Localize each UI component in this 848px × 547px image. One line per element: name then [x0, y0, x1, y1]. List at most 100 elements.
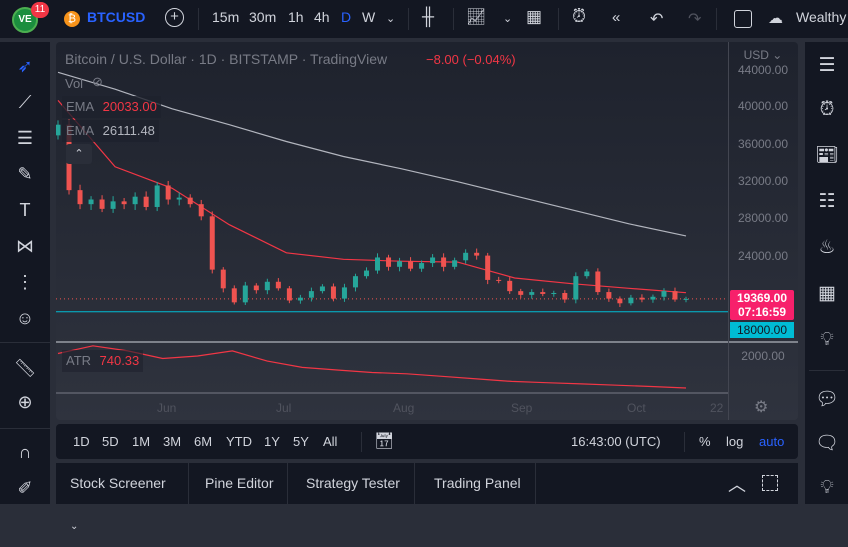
- chart-pane[interactable]: Bitcoin / U.S. Dollar · 1D · BITSTAMP · …: [56, 42, 798, 420]
- interval-w[interactable]: W: [362, 9, 376, 25]
- chats-icon[interactable]: 💬︎: [814, 389, 840, 410]
- candle-body: [540, 292, 546, 294]
- time-tick-sep: Sep: [511, 401, 533, 415]
- text-icon[interactable]: T: [19, 200, 31, 220]
- candle-body: [165, 185, 171, 200]
- pattern-icon[interactable]: ⋈: [16, 236, 34, 256]
- tab-strategy-tester[interactable]: Strategy Tester: [292, 463, 415, 504]
- cloud-icon[interactable]: ☁︎: [768, 10, 783, 27]
- chevron-down-icon: ⌄: [70, 521, 79, 532]
- tab-pine-editor[interactable]: Pine Editor: [191, 463, 289, 504]
- brush-icon[interactable]: ✎: [17, 164, 33, 184]
- interval-30m[interactable]: 30m: [249, 9, 277, 25]
- range-1y[interactable]: 1Y: [264, 434, 280, 449]
- ideas-lightbulb-icon[interactable]: 💡︎: [820, 329, 834, 350]
- candle-body: [363, 270, 369, 277]
- range-5y[interactable]: 5Y: [293, 434, 309, 449]
- candle-body: [661, 291, 667, 297]
- horizontal-line-label: 18000.00: [730, 322, 794, 338]
- tab-stock-screener[interactable]: Stock Screener ⌄: [56, 463, 189, 532]
- candle-body: [430, 257, 436, 264]
- candle-body: [419, 263, 425, 269]
- ruler-icon[interactable]: 📏︎: [13, 358, 37, 378]
- emoji-icon[interactable]: ☺: [15, 308, 35, 328]
- price-axis[interactable]: [728, 42, 729, 420]
- price-tick: 24000.00: [737, 249, 789, 263]
- candle-body: [496, 279, 502, 281]
- interval-1h[interactable]: 1h: [288, 9, 304, 25]
- alerts-clock-icon[interactable]: ⏰︎: [819, 99, 835, 120]
- candle-body: [187, 197, 193, 205]
- eye-hidden-icon[interactable]: ⊘: [92, 74, 103, 89]
- cursor-icon[interactable]: ➶: [17, 56, 33, 76]
- maximize-icon[interactable]: [762, 475, 778, 491]
- trend-line-icon[interactable]: ⟋: [18, 92, 32, 112]
- hotlist-fire-icon[interactable]: ♨: [818, 237, 836, 258]
- vol-label: Vol: [65, 76, 84, 91]
- candle-body: [617, 298, 623, 304]
- layout-name[interactable]: Wealthy: [796, 9, 847, 25]
- range-6m[interactable]: 6M: [194, 434, 213, 449]
- range-ytd[interactable]: YTD: [226, 434, 252, 449]
- interval-15m[interactable]: 15m: [212, 9, 240, 25]
- alert-clock-icon[interactable]: ⏰︎: [572, 6, 587, 26]
- chart-settings-gear-icon[interactable]: ⚙: [754, 399, 769, 416]
- collapse-legend-button[interactable]: ⌃: [66, 144, 92, 164]
- candle-body: [463, 252, 469, 261]
- candle-body: [143, 196, 149, 207]
- streams-icon[interactable]: 💡︎: [820, 477, 834, 498]
- atr-tick: 2000.00: [741, 349, 785, 363]
- chevron-down-icon[interactable]: ⌄: [503, 13, 513, 25]
- clock-timezone[interactable]: 16:43:00 (UTC): [571, 434, 661, 449]
- log-toggle[interactable]: log: [726, 434, 744, 449]
- range-5d[interactable]: 5D: [102, 434, 119, 449]
- calendar-icon[interactable]: ▦: [818, 283, 836, 304]
- candle-body: [397, 261, 403, 267]
- compare-add-icon[interactable]: +: [165, 8, 184, 27]
- time-tick-jun: Jun: [157, 401, 177, 415]
- prediction-icon[interactable]: ⋮: [16, 272, 34, 292]
- goto-date-icon[interactable]: 📅︎: [374, 433, 395, 450]
- chart-canvas[interactable]: [56, 42, 798, 420]
- candle-body: [330, 286, 336, 299]
- bottom-panel-tabs: Stock Screener ⌄ Pine Editor Strategy Te…: [56, 463, 798, 532]
- undo-icon[interactable]: ↶: [650, 11, 664, 28]
- candle-body: [408, 261, 414, 269]
- range-toolbar: 1D 5D 1M 3M 6M YTD 1Y 5Y All 📅︎ 16:43:00…: [56, 424, 798, 459]
- indicators-icon[interactable]: 📈︎: [466, 9, 487, 26]
- add-list-icon[interactable]: ☷: [818, 191, 836, 212]
- interval-d[interactable]: D: [341, 9, 352, 25]
- percent-toggle[interactable]: %: [699, 434, 711, 449]
- watchlist-icon[interactable]: ☰: [818, 55, 836, 76]
- auto-toggle[interactable]: auto: [759, 434, 785, 449]
- candle-body: [220, 269, 226, 289]
- comment-icon[interactable]: 🗨︎: [814, 433, 840, 454]
- candle-body: [507, 280, 513, 292]
- lock-drawings-icon[interactable]: ✐: [17, 478, 33, 498]
- chevron-down-icon[interactable]: ⌄: [386, 13, 396, 25]
- candle-body: [573, 276, 579, 300]
- redo-icon[interactable]: ↷: [688, 11, 702, 28]
- candle-body: [683, 298, 689, 300]
- zoom-in-icon[interactable]: ⊕: [17, 392, 33, 412]
- symbol-search[interactable]: BTCUSD: [87, 9, 146, 25]
- fullscreen-square-icon[interactable]: [734, 10, 752, 28]
- candle-body: [209, 216, 215, 270]
- currency-select[interactable]: USD ⌄: [743, 48, 783, 62]
- range-3m[interactable]: 3M: [163, 434, 182, 449]
- replay-icon[interactable]: «: [612, 9, 621, 26]
- layouts-grid-icon[interactable]: ▦: [526, 7, 543, 26]
- expand-panel-chevron-up-icon[interactable]: ︿: [728, 475, 746, 495]
- range-all[interactable]: All: [323, 434, 338, 449]
- ema-fast-line: [57, 100, 687, 294]
- range-1m[interactable]: 1M: [132, 434, 151, 449]
- interval-4h[interactable]: 4h: [314, 9, 330, 25]
- candle-body: [110, 201, 116, 209]
- news-icon[interactable]: 📰︎: [814, 145, 840, 166]
- candle-body: [518, 291, 524, 295]
- tab-trading-panel[interactable]: Trading Panel: [420, 463, 536, 504]
- fib-lines-icon[interactable]: ☰: [16, 128, 34, 148]
- magnet-icon[interactable]: ∩: [18, 442, 32, 462]
- candles-chart-type-icon[interactable]: ╫: [422, 7, 435, 26]
- range-1d[interactable]: 1D: [73, 434, 90, 449]
